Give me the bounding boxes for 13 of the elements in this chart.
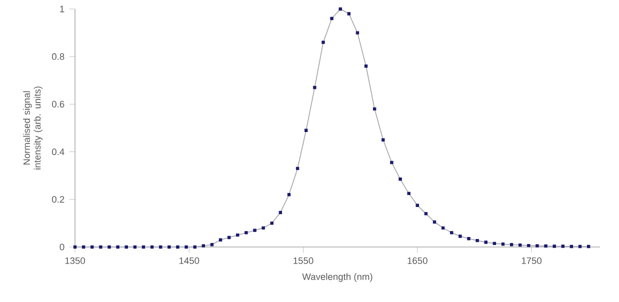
y-tick-label: 1 xyxy=(60,6,64,12)
x-tick-label: 1450 xyxy=(179,257,200,264)
y-axis-title: Normalised signal intensity (arb. units) xyxy=(23,86,42,170)
y-tick-label: 0.2 xyxy=(52,196,64,203)
x-tick-label: 1650 xyxy=(408,257,428,264)
x-tick-label: 1350 xyxy=(65,257,86,264)
y-tick-label: 0 xyxy=(60,244,64,250)
y-tick-label: 0.8 xyxy=(52,53,64,60)
x-tick-label: 1550 xyxy=(294,257,314,264)
y-tick-label: 0.6 xyxy=(52,100,64,108)
x-axis-title: Wavelength (nm) xyxy=(302,273,372,282)
x-tick-label: 1750 xyxy=(522,257,542,264)
y-tick-label: 0.4 xyxy=(52,148,64,156)
